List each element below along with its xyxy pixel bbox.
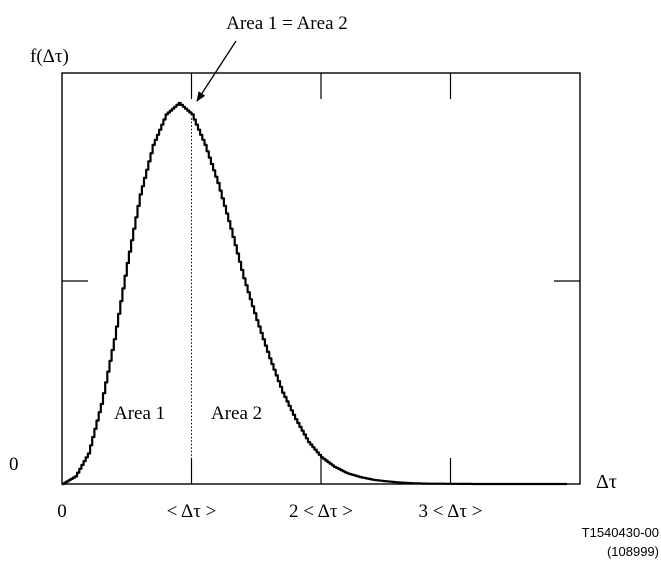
density-curve — [62, 101, 567, 486]
y-axis-label: f(Δτ) — [30, 46, 69, 67]
x-tick-label: 2 < Δτ > — [289, 501, 353, 522]
region-label-area-2: Area 2 — [211, 403, 262, 424]
figure-id: T1540430-00 — [582, 525, 659, 540]
y-origin-label: 0 — [9, 454, 19, 475]
region-label-area-1: Area 1 — [114, 403, 165, 424]
x-axis-label: Δτ — [596, 471, 617, 493]
annotation-label: Area 1 = Area 2 — [226, 13, 348, 34]
x-tick-label: < Δτ > — [167, 501, 217, 522]
figure-number: (108999) — [607, 544, 659, 559]
x-tick-label: 0 — [57, 501, 67, 522]
annotation-arrow — [196, 40, 237, 102]
x-tick-label: 3 < Δτ > — [419, 501, 483, 522]
x-tick-labels: 0 < Δτ > 2 < Δτ > 3 < Δτ > — [57, 501, 482, 522]
